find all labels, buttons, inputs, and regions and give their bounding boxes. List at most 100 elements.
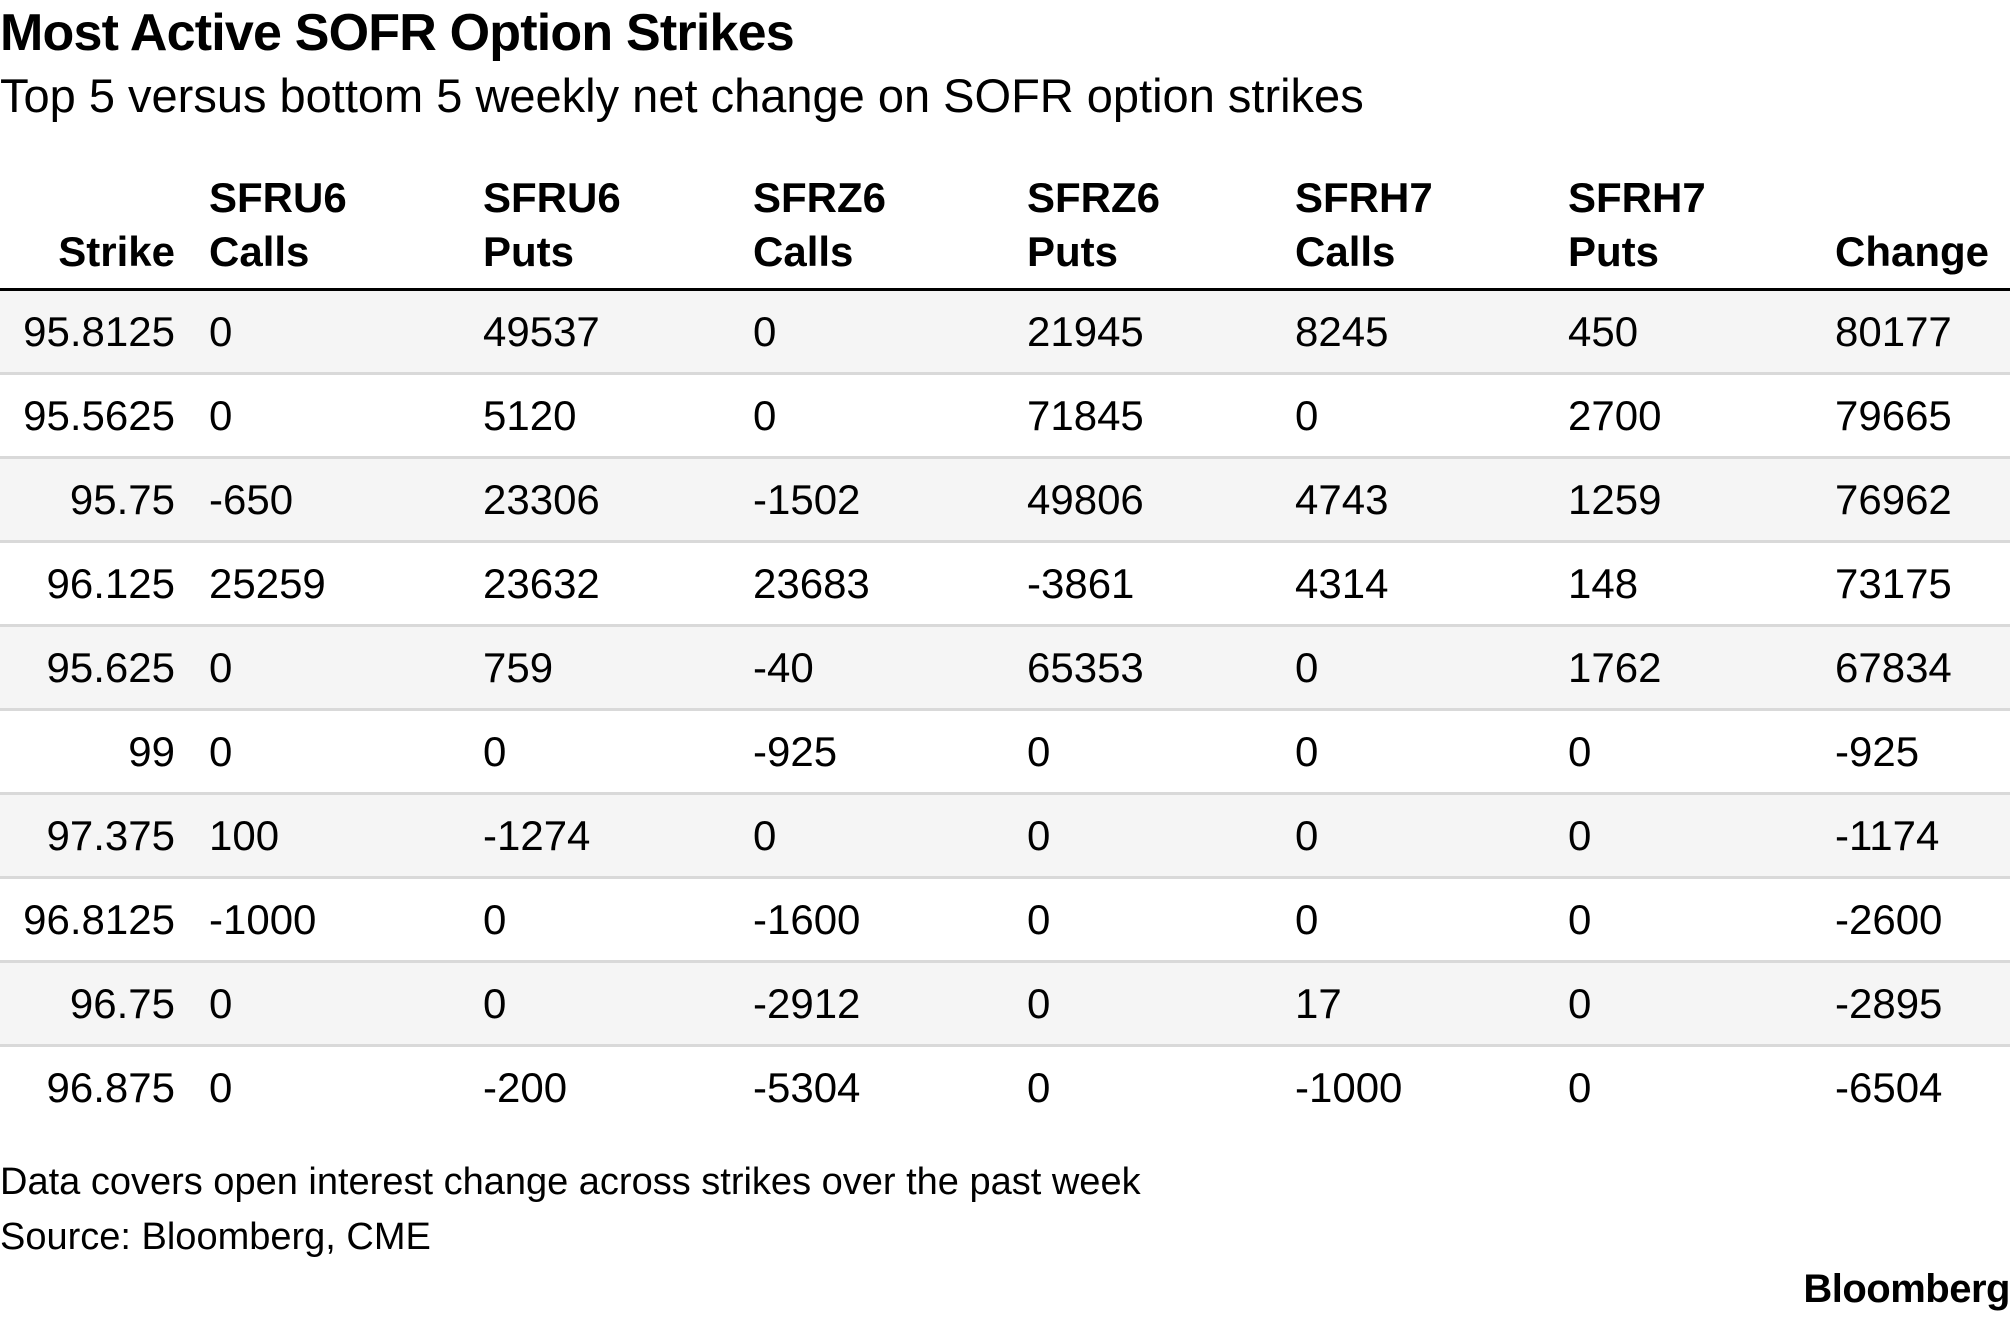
table-header-row: Strike SFRU6 Calls SFRU6 Puts SFRZ6 Call… xyxy=(0,168,2010,291)
column-header-line2: Calls xyxy=(1295,228,1396,275)
column-header-line2: Strike xyxy=(58,228,175,275)
cell-sfru6-calls: -650 xyxy=(209,457,483,543)
cell-sfrh7-puts: 148 xyxy=(1568,541,1835,627)
cell-sfru6-puts: -1274 xyxy=(483,793,753,879)
cell-strike: 96.8125 xyxy=(0,877,209,963)
bloomberg-logo: Bloomberg xyxy=(1803,1267,2010,1311)
cell-sfrh7-puts: 1259 xyxy=(1568,457,1835,543)
cell-sfrh7-puts: 1762 xyxy=(1568,625,1835,711)
cell-sfru6-puts: 23306 xyxy=(483,457,753,543)
column-header-line1: SFRH7 xyxy=(1295,174,1433,221)
table-row: 95.625 0 759 -40 65353 0 1762 67834 xyxy=(0,625,2010,711)
cell-sfrz6-calls: 23683 xyxy=(753,541,1027,627)
column-header-sfrz6-puts: SFRZ6 Puts xyxy=(1027,168,1295,291)
cell-change: 80177 xyxy=(1835,289,2010,375)
cell-change: -2600 xyxy=(1835,877,2010,963)
cell-sfrz6-calls: -2912 xyxy=(753,961,1027,1047)
cell-sfrz6-calls: -40 xyxy=(753,625,1027,711)
column-header-line1: SFRU6 xyxy=(209,174,347,221)
cell-strike: 97.375 xyxy=(0,793,209,879)
column-header-line1: SFRZ6 xyxy=(1027,174,1161,221)
column-header-sfrz6-calls: SFRZ6 Calls xyxy=(753,168,1027,291)
cell-sfru6-calls: 0 xyxy=(209,373,483,459)
cell-change: -6504 xyxy=(1835,1045,2010,1128)
column-header-sfrh7-calls: SFRH7 Calls xyxy=(1295,168,1568,291)
cell-change: -2895 xyxy=(1835,961,2010,1047)
cell-sfrz6-calls: 0 xyxy=(753,373,1027,459)
cell-change: -925 xyxy=(1835,709,2010,795)
table-row: 99 0 0 -925 0 0 0 -925 xyxy=(0,709,2010,795)
cell-sfrz6-calls: 0 xyxy=(753,793,1027,879)
chart-title: Most Active SOFR Option Strikes xyxy=(0,4,795,62)
cell-sfrh7-calls: 4743 xyxy=(1295,457,1568,543)
cell-sfrh7-calls: 8245 xyxy=(1295,289,1568,375)
cell-sfru6-puts: -200 xyxy=(483,1045,753,1128)
cell-sfrh7-puts: 450 xyxy=(1568,289,1835,375)
column-header-line2: Puts xyxy=(483,228,575,275)
cell-sfru6-puts: 23632 xyxy=(483,541,753,627)
table-body: 95.8125 0 49537 0 21945 8245 450 80177 95.5625 0 5… xyxy=(0,289,2010,1128)
table-row: 96.125 25259 23632 23683 -3861 4314 148 73175 xyxy=(0,541,2010,627)
column-header-line1: SFRH7 xyxy=(1568,174,1706,221)
cell-strike: 99 xyxy=(0,709,209,795)
table-row: 96.875 0 -200 -5304 0 -1000 0 -6504 xyxy=(0,1045,2010,1128)
cell-sfrh7-calls: 0 xyxy=(1295,625,1568,711)
cell-sfru6-calls: -1000 xyxy=(209,877,483,963)
cell-strike: 95.625 xyxy=(0,625,209,711)
column-header-line2: Calls xyxy=(753,228,854,275)
option-strikes-table: Strike SFRU6 Calls SFRU6 Puts SFRZ6 Call… xyxy=(0,168,2010,1128)
column-header-change: Change xyxy=(1835,168,2010,291)
column-header-line1: SFRZ6 xyxy=(753,174,887,221)
cell-sfrh7-calls: 0 xyxy=(1295,709,1568,795)
cell-sfrz6-puts: 21945 xyxy=(1027,289,1295,375)
cell-sfru6-puts: 0 xyxy=(483,877,753,963)
cell-sfru6-calls: 0 xyxy=(209,961,483,1047)
table-row: 96.75 0 0 -2912 0 17 0 -2895 xyxy=(0,961,2010,1047)
cell-sfrh7-puts: 0 xyxy=(1568,709,1835,795)
cell-sfru6-puts: 0 xyxy=(483,961,753,1047)
column-header-line2: Puts xyxy=(1027,228,1119,275)
column-header-line2: Puts xyxy=(1568,228,1660,275)
cell-sfrz6-calls: -925 xyxy=(753,709,1027,795)
cell-sfrh7-calls: 4314 xyxy=(1295,541,1568,627)
cell-sfru6-calls: 0 xyxy=(209,289,483,375)
cell-sfrh7-puts: 0 xyxy=(1568,961,1835,1047)
column-header-strike: Strike xyxy=(0,168,209,291)
cell-sfrh7-calls: 0 xyxy=(1295,373,1568,459)
cell-sfrh7-puts: 0 xyxy=(1568,877,1835,963)
cell-sfrh7-calls: 0 xyxy=(1295,793,1568,879)
cell-change: -1174 xyxy=(1835,793,2010,879)
cell-sfrz6-puts: 0 xyxy=(1027,877,1295,963)
table-row: 95.5625 0 5120 0 71845 0 2700 79665 xyxy=(0,373,2010,459)
cell-sfru6-puts: 5120 xyxy=(483,373,753,459)
cell-sfru6-calls: 0 xyxy=(209,1045,483,1128)
cell-sfrz6-puts: 65353 xyxy=(1027,625,1295,711)
cell-sfrz6-calls: 0 xyxy=(753,289,1027,375)
cell-sfru6-puts: 49537 xyxy=(483,289,753,375)
cell-sfrz6-puts: 0 xyxy=(1027,1045,1295,1128)
data-note: Data covers open interest change across … xyxy=(0,1161,1141,1203)
cell-sfrz6-puts: -3861 xyxy=(1027,541,1295,627)
chart-subtitle: Top 5 versus bottom 5 weekly net change … xyxy=(0,69,1364,122)
cell-strike: 96.75 xyxy=(0,961,209,1047)
cell-sfrh7-calls: 0 xyxy=(1295,877,1568,963)
cell-sfrh7-puts: 2700 xyxy=(1568,373,1835,459)
cell-sfrz6-calls: -5304 xyxy=(753,1045,1027,1128)
table-row: 95.75 -650 23306 -1502 49806 4743 1259 76962 xyxy=(0,457,2010,543)
table-row: 95.8125 0 49537 0 21945 8245 450 80177 xyxy=(0,289,2010,375)
cell-sfrz6-puts: 0 xyxy=(1027,793,1295,879)
column-header-line1: SFRU6 xyxy=(483,174,621,221)
cell-sfrz6-puts: 0 xyxy=(1027,709,1295,795)
column-header-line2: Calls xyxy=(209,228,310,275)
cell-sfrh7-calls: -1000 xyxy=(1295,1045,1568,1128)
cell-change: 76962 xyxy=(1835,457,2010,543)
cell-strike: 95.5625 xyxy=(0,373,209,459)
cell-strike: 95.75 xyxy=(0,457,209,543)
cell-sfru6-puts: 759 xyxy=(483,625,753,711)
cell-sfrz6-puts: 71845 xyxy=(1027,373,1295,459)
column-header-line2: Change xyxy=(1835,228,1990,275)
cell-change: 79665 xyxy=(1835,373,2010,459)
cell-sfru6-calls: 0 xyxy=(209,709,483,795)
cell-change: 67834 xyxy=(1835,625,2010,711)
cell-sfrz6-calls: -1600 xyxy=(753,877,1027,963)
